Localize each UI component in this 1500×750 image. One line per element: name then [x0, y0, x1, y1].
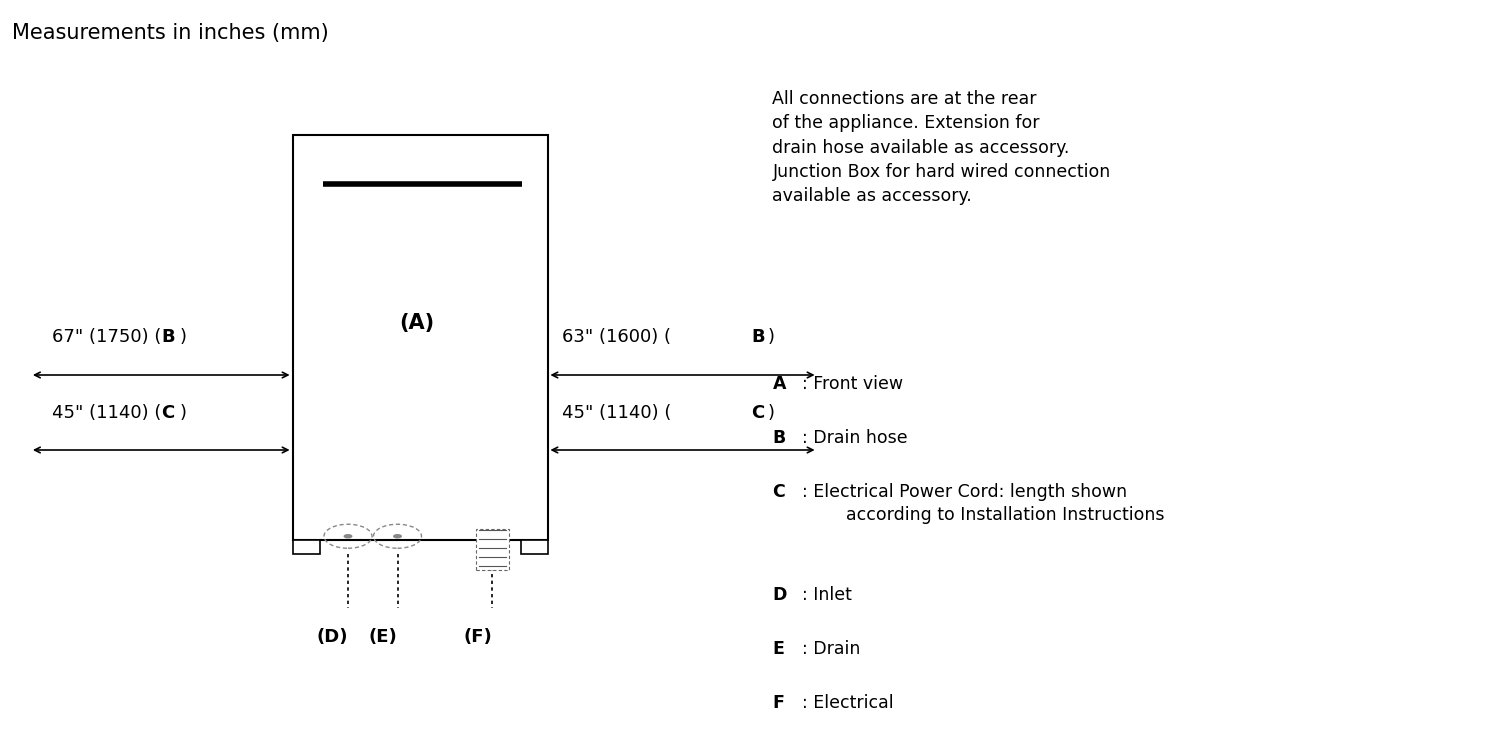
Bar [292, 135, 548, 540]
Bar [476, 529, 508, 570]
Text: : Front view: : Front view [802, 375, 903, 393]
Text: B: B [752, 328, 765, 346]
Text: ): ) [768, 328, 776, 346]
Text: C: C [752, 404, 765, 422]
Text: : Electrical: : Electrical [802, 694, 894, 712]
Text: A: A [772, 375, 786, 393]
Text: D: D [772, 586, 788, 604]
Text: Measurements in inches (mm): Measurements in inches (mm) [12, 22, 328, 43]
Text: 67" (1750) (: 67" (1750) ( [53, 328, 162, 346]
Text: C: C [772, 483, 786, 501]
Text: 45" (1140) (: 45" (1140) ( [562, 404, 672, 422]
Text: (A): (A) [399, 313, 435, 332]
Text: : Drain: : Drain [802, 640, 861, 658]
Text: : Inlet: : Inlet [802, 586, 852, 604]
Bar [292, 540, 320, 554]
Text: B: B [772, 429, 786, 447]
Bar [520, 540, 548, 554]
Text: (D): (D) [316, 628, 348, 646]
Text: (E): (E) [369, 628, 398, 646]
Text: ): ) [180, 404, 186, 422]
Text: 63" (1600) (: 63" (1600) ( [562, 328, 672, 346]
Text: E: E [772, 640, 784, 658]
Text: (F): (F) [464, 628, 492, 646]
Text: ): ) [768, 404, 776, 422]
Circle shape [344, 534, 352, 538]
Text: B: B [162, 328, 176, 346]
Text: F: F [772, 694, 784, 712]
Text: All connections are at the rear
of the appliance. Extension for
drain hose avail: All connections are at the rear of the a… [772, 90, 1110, 206]
Text: : Electrical Power Cord: length shown
        according to Installation Instruct: : Electrical Power Cord: length shown ac… [802, 483, 1166, 524]
Text: 45" (1140) (: 45" (1140) ( [53, 404, 162, 422]
Text: : Drain hose: : Drain hose [802, 429, 907, 447]
Text: ): ) [180, 328, 186, 346]
Circle shape [393, 534, 402, 538]
Text: C: C [162, 404, 174, 422]
